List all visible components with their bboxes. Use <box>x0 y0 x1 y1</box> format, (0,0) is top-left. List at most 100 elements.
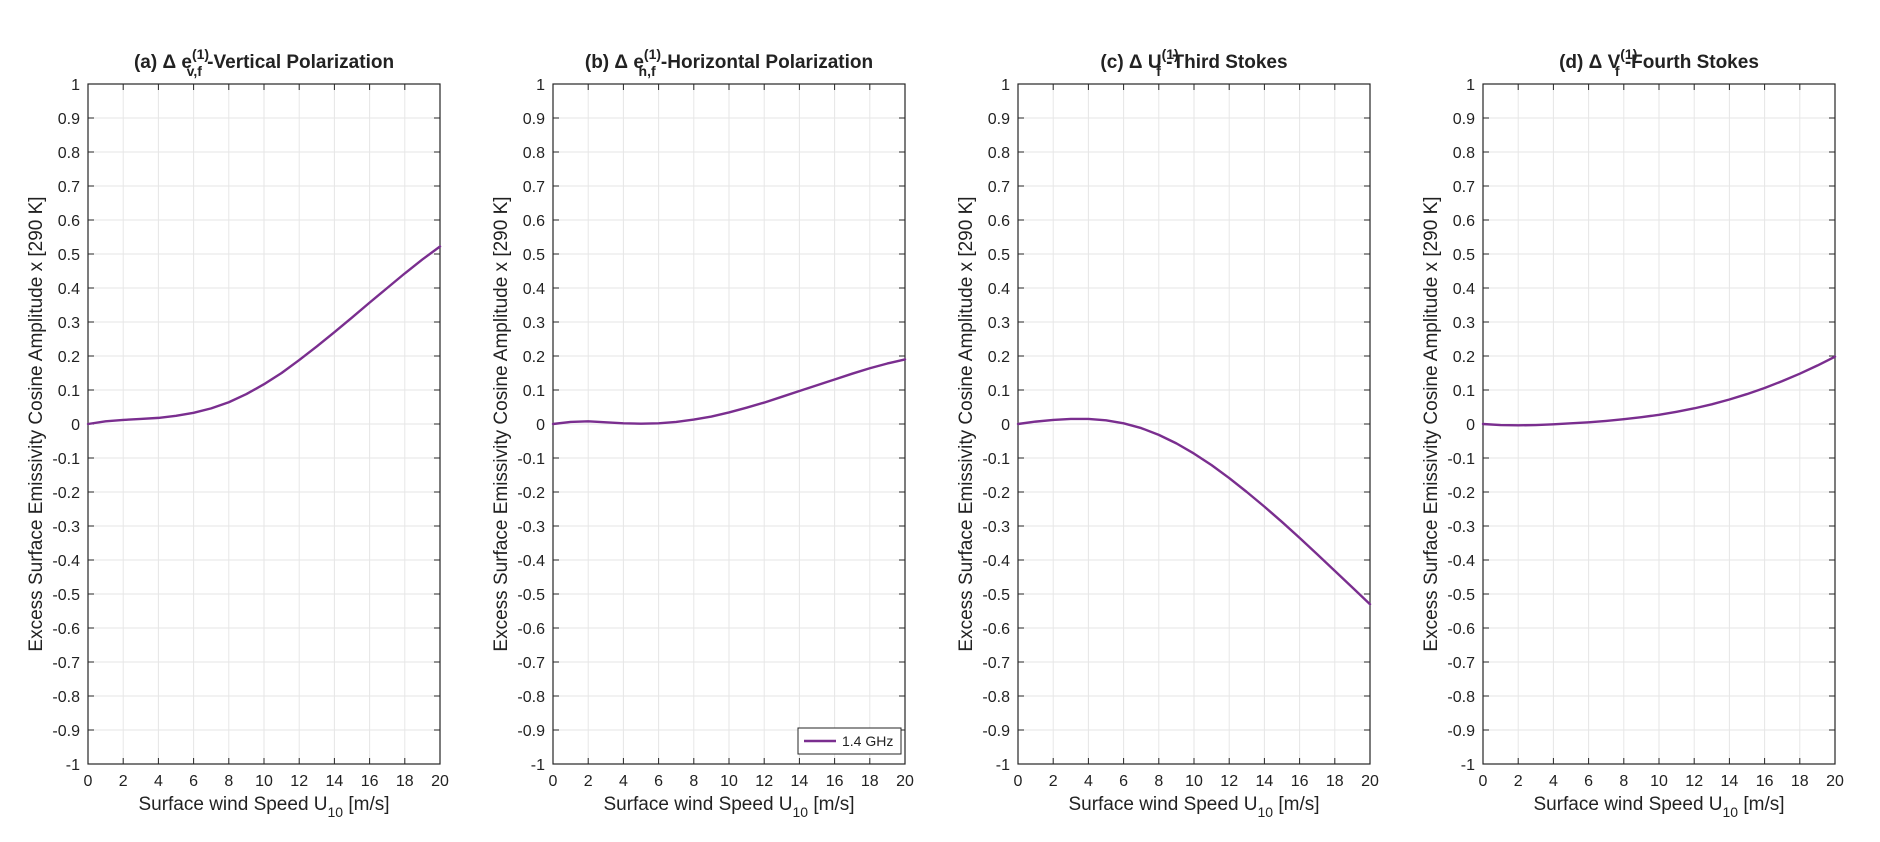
y-tick-label: -0.9 <box>517 723 545 740</box>
x-tick-label: 20 <box>431 773 449 790</box>
y-tick-label: -1 <box>996 757 1010 774</box>
y-axis-label: Excess Surface Emissivity Cosine Amplitu… <box>26 196 47 651</box>
y-tick-label: -0.2 <box>517 485 545 502</box>
y-tick-label: 0.7 <box>58 179 80 196</box>
y-tick-label: -0.9 <box>52 723 80 740</box>
panel-title: (a) Δ e(1) v,f -Vertical Polarization <box>134 46 394 79</box>
y-tick-label: -0.5 <box>1447 587 1475 604</box>
x-tick-label: 18 <box>396 773 414 790</box>
x-tick-label: 10 <box>1185 773 1203 790</box>
y-tick-label: -0.1 <box>517 451 545 468</box>
y-tick-label: -0.2 <box>982 485 1010 502</box>
legend-label: 1.4 GHz <box>842 733 893 749</box>
y-tick-label: -0.5 <box>982 587 1010 604</box>
y-tick-label: -1 <box>1461 757 1475 774</box>
x-tick-label: 10 <box>255 773 273 790</box>
x-tick-label: 12 <box>755 773 773 790</box>
y-tick-label: 0.6 <box>1453 213 1475 230</box>
x-tick-label: 20 <box>1361 773 1379 790</box>
y-tick-label: -0.5 <box>52 587 80 604</box>
y-tick-label: -0.3 <box>517 519 545 536</box>
series-line-1-4-ghz <box>1481 355 1837 427</box>
x-tick-label: 16 <box>826 773 844 790</box>
x-tick-label: 18 <box>861 773 879 790</box>
y-tick-label: -0.2 <box>52 485 80 502</box>
x-tick-label: 16 <box>1756 773 1774 790</box>
x-tick-label: 14 <box>326 773 344 790</box>
x-tick-label: 0 <box>84 773 93 790</box>
x-tick-label: 0 <box>549 773 558 790</box>
panel-title: (d) Δ V(1) f -Fourth Stokes <box>1559 46 1759 79</box>
y-tick-label: 0.4 <box>58 281 80 298</box>
y-axis-label: Excess Surface Emissivity Cosine Amplitu… <box>956 196 977 651</box>
x-tick-label: 4 <box>619 773 628 790</box>
y-tick-label: -0.4 <box>982 553 1010 570</box>
panel-d: 0 2 4 6 8 10 12 14 16 18 20 1 0.9 0.8 0.7 0.6 0.5 0.4 0.3 0… <box>1421 46 1844 820</box>
y-tick-label: -0.6 <box>1447 621 1475 638</box>
y-tick-label: -0.4 <box>1447 553 1475 570</box>
y-tick-label: 0.7 <box>988 179 1010 196</box>
y-tick-label: -0.6 <box>52 621 80 638</box>
x-tick-label: 2 <box>584 773 593 790</box>
y-tick-label: 0.4 <box>523 281 545 298</box>
legend: 1.4 GHz <box>797 727 902 755</box>
x-tick-label: 18 <box>1791 773 1809 790</box>
y-tick-label: 1 <box>536 77 545 94</box>
y-tick-label: -0.6 <box>982 621 1010 638</box>
y-tick-label: -0.8 <box>517 689 545 706</box>
y-tick-label: 0.4 <box>988 281 1010 298</box>
y-tick-label: -0.7 <box>1447 655 1475 672</box>
y-tick-label: 1 <box>1001 77 1010 94</box>
grid <box>87 83 441 765</box>
y-tick-label: 0.8 <box>58 145 80 162</box>
y-tick-label: 0.6 <box>523 213 545 230</box>
x-tick-label: 6 <box>1119 773 1128 790</box>
y-tick-label: -0.1 <box>52 451 80 468</box>
x-tick-label: 2 <box>1514 773 1523 790</box>
y-tick-label: 0.2 <box>523 349 545 366</box>
y-tick-label: 0 <box>1466 417 1475 434</box>
y-axis-label: Excess Surface Emissivity Cosine Amplitu… <box>1421 196 1442 651</box>
y-tick-label: 0.5 <box>988 247 1010 264</box>
x-tick-label: 20 <box>896 773 914 790</box>
x-tick-label: 12 <box>290 773 308 790</box>
y-tick-label: -1 <box>66 757 80 774</box>
x-tick-label: 16 <box>1291 773 1309 790</box>
x-axis-label: Surface wind Speed U10 [m/s] <box>1533 794 1784 820</box>
y-tick-label: 0.1 <box>1453 383 1475 400</box>
y-tick-label: -0.3 <box>1447 519 1475 536</box>
series-line-1-4-ghz <box>86 245 442 426</box>
y-tick-label: -0.4 <box>517 553 545 570</box>
panel-title: (b) Δ e(1) h,f -Horizontal Polarization <box>585 46 873 79</box>
y-tick-label: 0.5 <box>523 247 545 264</box>
x-tick-label: 0 <box>1014 773 1023 790</box>
panel-c: 0 2 4 6 8 10 12 14 16 18 20 1 0.9 0.8 0.7 0.6 0.5 0.4 0.3 0… <box>956 46 1379 820</box>
y-tick-label: 0.6 <box>988 213 1010 230</box>
y-tick-label: -1 <box>531 757 545 774</box>
series-line-1-4-ghz <box>1016 417 1372 606</box>
y-tick-label: 0 <box>1001 417 1010 434</box>
y-tick-label: 0.1 <box>988 383 1010 400</box>
y-tick-label: 0.7 <box>523 179 545 196</box>
y-tick-label: 0.3 <box>58 315 80 332</box>
y-tick-label: -0.8 <box>982 689 1010 706</box>
x-tick-label: 14 <box>1256 773 1274 790</box>
x-axis-label: Surface wind Speed U10 [m/s] <box>1068 794 1319 820</box>
y-tick-label: 0.7 <box>1453 179 1475 196</box>
x-tick-label: 10 <box>720 773 738 790</box>
y-tick-label: 0.3 <box>988 315 1010 332</box>
x-tick-label: 4 <box>154 773 163 790</box>
y-tick-label: 0.9 <box>1453 111 1475 128</box>
y-tick-label: 0.2 <box>988 349 1010 366</box>
y-tick-label: -0.5 <box>517 587 545 604</box>
x-tick-label: 8 <box>1619 773 1628 790</box>
x-tick-label: 20 <box>1826 773 1844 790</box>
x-tick-label: 18 <box>1326 773 1344 790</box>
x-tick-label: 8 <box>224 773 233 790</box>
x-tick-label: 14 <box>791 773 809 790</box>
x-tick-label: 12 <box>1220 773 1238 790</box>
panel-title: (c) Δ U(1) f -Third Stokes <box>1100 46 1287 79</box>
x-tick-label: 16 <box>361 773 379 790</box>
y-tick-label: -0.8 <box>52 689 80 706</box>
x-tick-label: 4 <box>1084 773 1093 790</box>
